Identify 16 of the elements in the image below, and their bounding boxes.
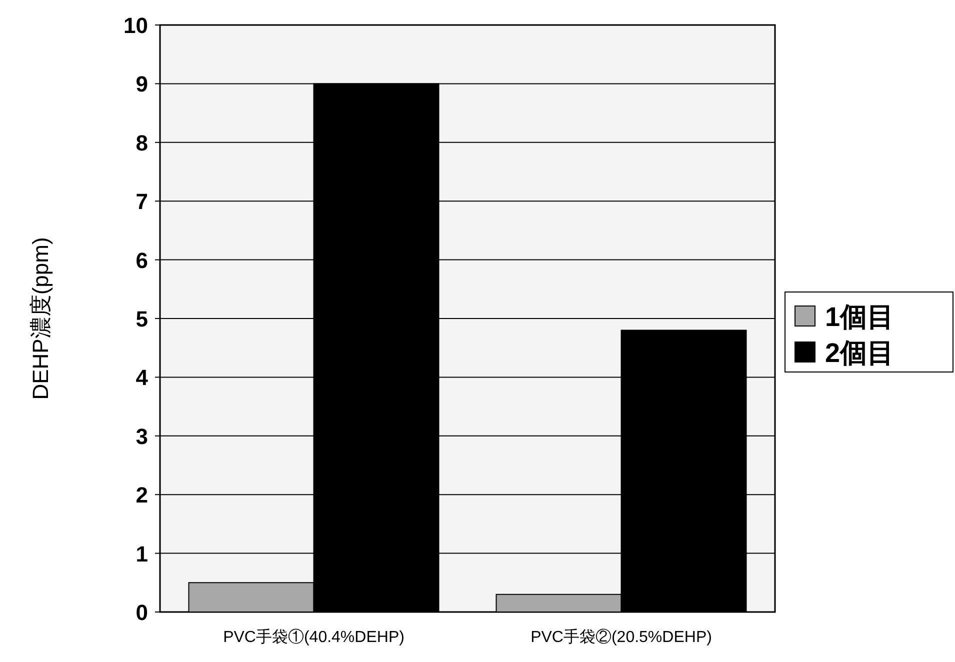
x-tick-label: PVC手袋①(40.4%DEHP) bbox=[223, 628, 404, 646]
y-tick-label: 1 bbox=[136, 541, 148, 566]
y-axis-title: DEHP濃度(ppm) bbox=[28, 237, 53, 400]
legend-label: 1個目 bbox=[825, 302, 894, 332]
y-tick-label: 8 bbox=[136, 130, 148, 156]
y-tick-label: 0 bbox=[136, 600, 148, 625]
legend-label: 2個目 bbox=[825, 338, 894, 368]
y-tick-label: 6 bbox=[136, 248, 148, 273]
y-tick-label: 3 bbox=[136, 424, 148, 449]
y-tick-label: 10 bbox=[124, 13, 148, 38]
y-tick-label: 5 bbox=[136, 306, 148, 332]
y-tick-label: 9 bbox=[136, 72, 148, 97]
y-tick-label: 7 bbox=[136, 189, 148, 214]
y-tick-label: 2 bbox=[136, 482, 148, 508]
y-tick-label: 4 bbox=[136, 365, 149, 390]
x-tick-label: PVC手袋②(20.5%DEHP) bbox=[530, 628, 712, 646]
